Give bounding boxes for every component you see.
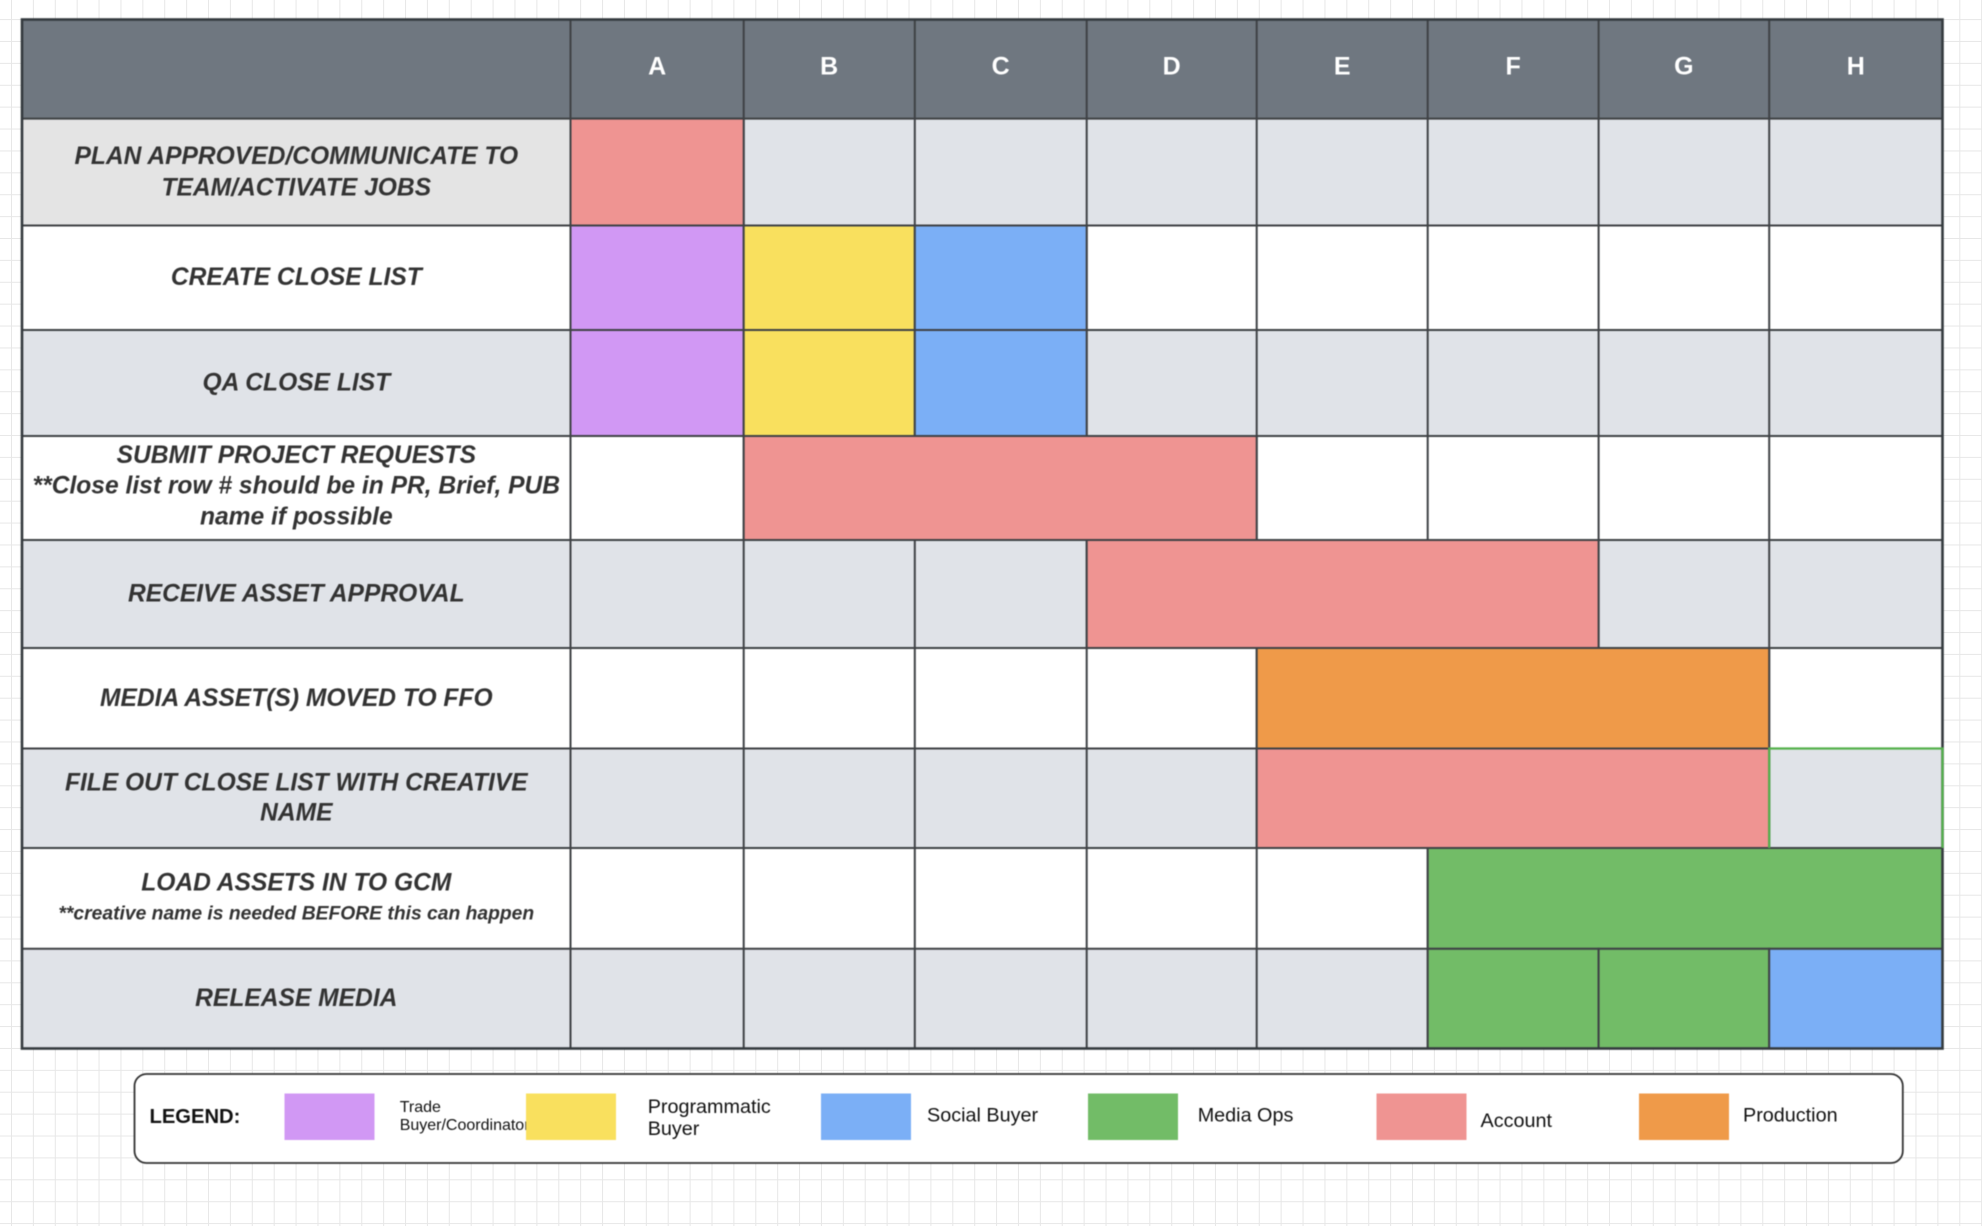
svg-text:TEAM/ACTIVATE JOBS: TEAM/ACTIVATE JOBS — [161, 175, 431, 202]
svg-text:Media Ops: Media Ops — [1198, 1105, 1294, 1127]
svg-text:Account: Account — [1481, 1110, 1553, 1132]
svg-text:MEDIA ASSET(S) MOVED TO FFO: MEDIA ASSET(S) MOVED TO FFO — [100, 685, 493, 712]
svg-text:Social Buyer: Social Buyer — [927, 1105, 1038, 1127]
svg-text:CREATE CLOSE LIST: CREATE CLOSE LIST — [171, 264, 424, 291]
svg-text:C: C — [992, 53, 1010, 81]
svg-text:F: F — [1506, 53, 1521, 81]
svg-text:H: H — [1847, 53, 1865, 81]
svg-text:LOAD ASSETS IN TO GCM: LOAD ASSETS IN TO GCM — [141, 870, 452, 897]
svg-text:SUBMIT PROJECT REQUESTS: SUBMIT PROJECT REQUESTS — [117, 442, 477, 469]
svg-text:Buyer/Coordinator: Buyer/Coordinator — [400, 1117, 531, 1134]
svg-text:RECEIVE ASSET APPROVAL: RECEIVE ASSET APPROVAL — [128, 581, 465, 608]
svg-text:B: B — [820, 53, 838, 81]
svg-text:NAME: NAME — [260, 799, 334, 826]
svg-text:Programmatic: Programmatic — [648, 1096, 771, 1118]
svg-text:**Close list row # should be i: **Close list row # should be in PR, Brie… — [33, 473, 561, 500]
svg-text:RELEASE MEDIA: RELEASE MEDIA — [195, 985, 397, 1012]
svg-text:D: D — [1163, 53, 1181, 81]
svg-text:E: E — [1334, 53, 1351, 81]
svg-text:FILE OUT CLOSE LIST WITH CREAT: FILE OUT CLOSE LIST WITH CREATIVE — [65, 770, 529, 797]
svg-text:QA CLOSE LIST: QA CLOSE LIST — [202, 370, 392, 397]
svg-text:PLAN APPROVED/COMMUNICATE TO: PLAN APPROVED/COMMUNICATE TO — [74, 143, 518, 170]
svg-text:G: G — [1674, 53, 1693, 81]
svg-text:Buyer: Buyer — [648, 1118, 700, 1140]
svg-text:Production: Production — [1743, 1105, 1838, 1127]
svg-text:**creative name is needed BEFO: **creative name is needed BEFORE this ca… — [58, 904, 534, 925]
svg-text:name if possible: name if possible — [200, 503, 393, 530]
svg-text:LEGEND:: LEGEND: — [150, 1106, 241, 1128]
svg-text:Trade: Trade — [400, 1099, 441, 1116]
svg-text:A: A — [648, 53, 666, 81]
